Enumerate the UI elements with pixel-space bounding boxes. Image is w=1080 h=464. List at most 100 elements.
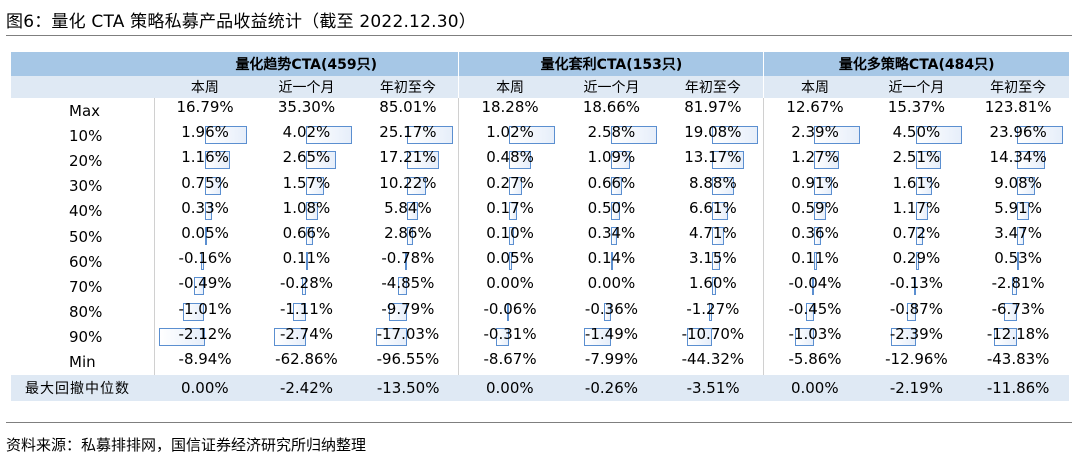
data-bar [1017, 252, 1020, 271]
cell-value: -8.94% [178, 349, 232, 368]
cell-wrap: -2.39% [866, 325, 968, 350]
cell-wrap: 13.17% [662, 148, 763, 173]
cell-value: -8.67% [483, 349, 537, 368]
data-bar [814, 126, 861, 145]
group-header-arbitrage: 量化套利CTA(153只) [458, 52, 764, 76]
table-cell: -0.45% [763, 299, 866, 325]
table-cell: 0.72% [866, 224, 968, 249]
table-cell: -44.32% [662, 350, 764, 375]
table-cell: -1.03% [763, 324, 866, 350]
cell-value: 14.34% [989, 148, 1047, 167]
cell-wrap: -5.86% [764, 350, 865, 375]
data-bar [1017, 126, 1064, 145]
data-bar [201, 252, 205, 271]
data-bar [712, 126, 759, 145]
table-row: 90% -2.12% -2.74% -17.03% -0.31% -1.49% -10.70… [11, 324, 1069, 350]
cell-value: 19.08% [684, 123, 742, 142]
data-bar [193, 277, 205, 296]
row-label: 最大回撤中位数 [11, 375, 154, 402]
table-cell: 1.08% [256, 199, 358, 224]
cell-value: 1.57% [282, 173, 331, 192]
table-cell: -10.70% [662, 325, 764, 350]
table-cell: -0.87% [866, 300, 968, 325]
data-bar [407, 176, 426, 195]
cell-value: -0.49% [178, 274, 232, 293]
row-label: 60% [69, 252, 103, 271]
cell-value: 2.39% [791, 123, 839, 142]
cell-wrap: 1.60% [662, 274, 763, 299]
table-row: 70% -0.49% -0.28% -4.85% 0.00% 0.00% 1.60% -0.0… [11, 274, 1069, 300]
table-cell: 2.65% [256, 148, 358, 173]
data-bar [305, 201, 318, 220]
table-cell: 3.15% [662, 249, 764, 274]
table-cell: 0.34% [561, 224, 663, 249]
cell-value: -0.04% [788, 274, 842, 293]
period-header: 年初至今 [967, 76, 1069, 98]
cell-value: 0.29% [892, 249, 941, 268]
cell-value: 8.88% [689, 173, 737, 192]
cell-wrap: 0.50% [561, 199, 663, 224]
cell-value: 0.53% [994, 249, 1042, 268]
row-label: 90% [69, 328, 103, 347]
data-bar [712, 176, 734, 195]
cell-value: 0.91% [791, 173, 839, 192]
cell-value: 0.66% [282, 223, 331, 242]
cell-wrap: 18.28% [459, 98, 560, 123]
table-cell: -0.28% [256, 274, 358, 299]
cell-value: 18.66% [582, 98, 641, 116]
cell-wrap: -0.06% [459, 300, 560, 325]
data-bar [305, 126, 352, 145]
cell-wrap: -8.94% [155, 350, 256, 375]
data-bar [814, 252, 817, 271]
data-bar [305, 252, 308, 271]
table-cell: 0.05% [153, 223, 256, 250]
data-bar [1017, 176, 1035, 195]
cell-value: 10.22% [379, 173, 437, 192]
table-cell: -8.94% [153, 349, 256, 376]
data-bar [509, 176, 522, 195]
cell-wrap: -62.86% [256, 350, 358, 375]
cell-value: 5.84% [384, 198, 432, 217]
cell-wrap: 1.16% [155, 148, 256, 173]
table-cell: -1.27% [662, 300, 764, 325]
table-cell: 25.17% [357, 123, 459, 148]
cell-wrap: 14.34% [967, 148, 1069, 173]
table-cell: 0.50% [561, 199, 663, 224]
cell-value: -96.55% [376, 349, 440, 368]
table-cell: 0.66% [256, 224, 358, 249]
table-cell: 3.47% [967, 224, 1069, 249]
table-row: 60% -0.16% 0.11% -0.78% 0.05% 0.14% 3.15% 0.11%… [11, 249, 1069, 275]
table-cell: 2.51% [866, 148, 968, 173]
cell-value: 2.86% [384, 223, 432, 242]
cell-value: -43.83% [986, 349, 1050, 368]
cell-wrap: 0.14% [561, 249, 663, 274]
cell-value: -4.85% [381, 274, 435, 293]
table-cell: 0.48% [458, 148, 561, 174]
table-cell: -0.36% [561, 300, 663, 325]
data-bar [305, 151, 336, 170]
cell-wrap: 1.57% [256, 174, 358, 199]
row-label: 10% [69, 126, 103, 145]
table-cell: 15.37% [866, 98, 968, 123]
cell-wrap: -0.13% [866, 274, 968, 299]
cell-value: 0.00% [587, 274, 636, 293]
cell-value: 18.28% [481, 98, 539, 116]
cell-wrap: 12.67% [764, 98, 865, 123]
table-cell: -0.13% [866, 274, 968, 299]
table-cell: -8.67% [458, 349, 561, 376]
table-cell: 1.96% [153, 123, 256, 149]
cell-value: 4.02% [282, 123, 331, 142]
data-bar [915, 151, 942, 170]
cell-wrap: 0.91% [764, 174, 865, 199]
table-cell: -12.96% [866, 350, 968, 375]
table-cell: 2.58% [561, 123, 663, 148]
table-cell: 0.10% [458, 223, 561, 250]
table-cell: -7.99% [561, 350, 663, 375]
cell-value: -0.78% [381, 249, 435, 268]
data-bar [712, 151, 745, 170]
data-bar [610, 126, 657, 145]
data-bar [407, 201, 418, 220]
data-bar [204, 226, 207, 245]
cell-value: -17.03% [376, 324, 440, 343]
table-cell: 13.17% [662, 148, 764, 173]
